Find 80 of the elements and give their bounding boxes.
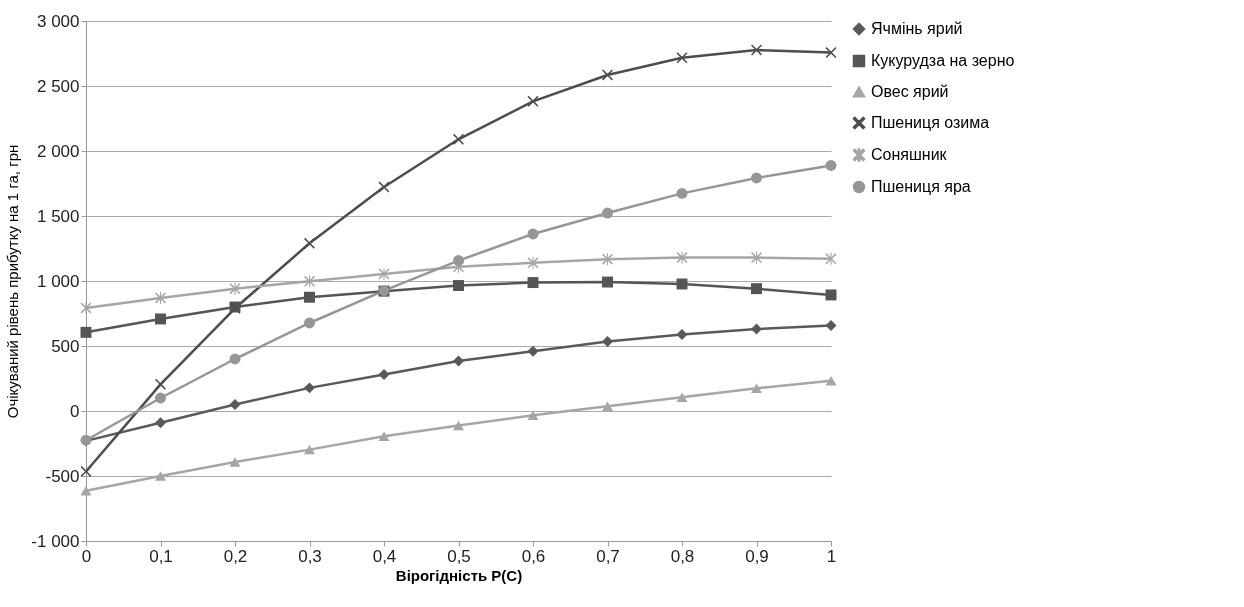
x-axis-title: Вірогідність P(C) xyxy=(395,566,523,584)
point xyxy=(676,52,688,64)
point xyxy=(751,383,762,393)
x-tick-label: 0,7 xyxy=(596,546,620,566)
point xyxy=(527,228,539,240)
point xyxy=(378,181,390,193)
point xyxy=(453,255,464,267)
y-tick-label: -1 000 xyxy=(31,531,80,551)
point xyxy=(453,133,464,145)
x-tick-label: 0,5 xyxy=(447,546,471,566)
legend-label: Пшениця озима xyxy=(871,114,990,131)
x-tick-label: 1 xyxy=(826,546,837,566)
point xyxy=(453,280,464,292)
point xyxy=(825,320,837,332)
point xyxy=(825,47,837,59)
point xyxy=(676,187,688,199)
point xyxy=(304,382,315,394)
point xyxy=(304,444,315,455)
point xyxy=(751,323,762,335)
point xyxy=(453,355,464,367)
point xyxy=(825,252,837,265)
point xyxy=(155,378,166,390)
legend-label: Пшениця яра xyxy=(871,178,971,195)
point xyxy=(602,276,613,288)
point xyxy=(378,267,390,280)
point xyxy=(80,301,92,314)
x-tick-label: 0,2 xyxy=(223,546,248,566)
point xyxy=(751,172,762,184)
y-axis-title: Очікуваний рівень прибутку на 1 га, грн xyxy=(4,144,22,419)
point xyxy=(378,369,390,381)
x-tick-label: 0,9 xyxy=(745,546,769,566)
point xyxy=(155,392,166,404)
x-tick-label: 0,4 xyxy=(372,546,397,566)
y-tick-label: -500 xyxy=(45,466,80,486)
point xyxy=(378,431,390,442)
y-tick-label: 500 xyxy=(51,336,80,356)
point xyxy=(602,69,613,81)
point xyxy=(229,353,241,365)
point xyxy=(527,256,539,269)
y-tick-label: 2 000 xyxy=(36,141,80,161)
legend-label: Кукурудза на зерно xyxy=(871,52,1015,69)
point xyxy=(453,420,464,431)
point xyxy=(527,345,539,357)
point xyxy=(155,417,166,429)
y-tick-label: 3 000 xyxy=(36,11,80,31)
point xyxy=(825,376,837,386)
point xyxy=(527,95,539,107)
point xyxy=(676,392,688,403)
point xyxy=(80,326,92,338)
x-tick-label: 0,6 xyxy=(521,546,546,566)
point xyxy=(825,289,837,301)
point xyxy=(602,207,613,219)
point xyxy=(676,251,688,264)
x-tick-label: 0,3 xyxy=(298,546,322,566)
legend-label: Ячмінь ярий xyxy=(871,20,963,37)
point xyxy=(825,159,837,171)
point xyxy=(602,401,613,411)
legend-label: Овес ярий xyxy=(871,83,949,100)
point xyxy=(229,282,241,295)
point xyxy=(155,313,166,325)
point xyxy=(676,329,688,341)
point xyxy=(304,317,315,329)
point xyxy=(602,335,613,347)
y-tick-label: 1 000 xyxy=(36,271,80,291)
y-tick-label: 0 xyxy=(70,401,80,421)
point xyxy=(527,277,539,289)
point xyxy=(751,251,762,264)
y-tick-label: 2 500 xyxy=(36,76,80,96)
x-tick-label: 0,1 xyxy=(149,546,173,566)
point xyxy=(229,457,241,467)
y-tick-label: 1 500 xyxy=(36,206,80,226)
point xyxy=(751,283,762,295)
point xyxy=(751,44,762,56)
point xyxy=(527,410,539,421)
point xyxy=(80,465,92,477)
point xyxy=(304,291,315,303)
legend-label: Соняшник xyxy=(871,146,948,163)
x-tick-label: 0,8 xyxy=(670,546,695,566)
point xyxy=(304,237,315,249)
point xyxy=(155,471,166,481)
